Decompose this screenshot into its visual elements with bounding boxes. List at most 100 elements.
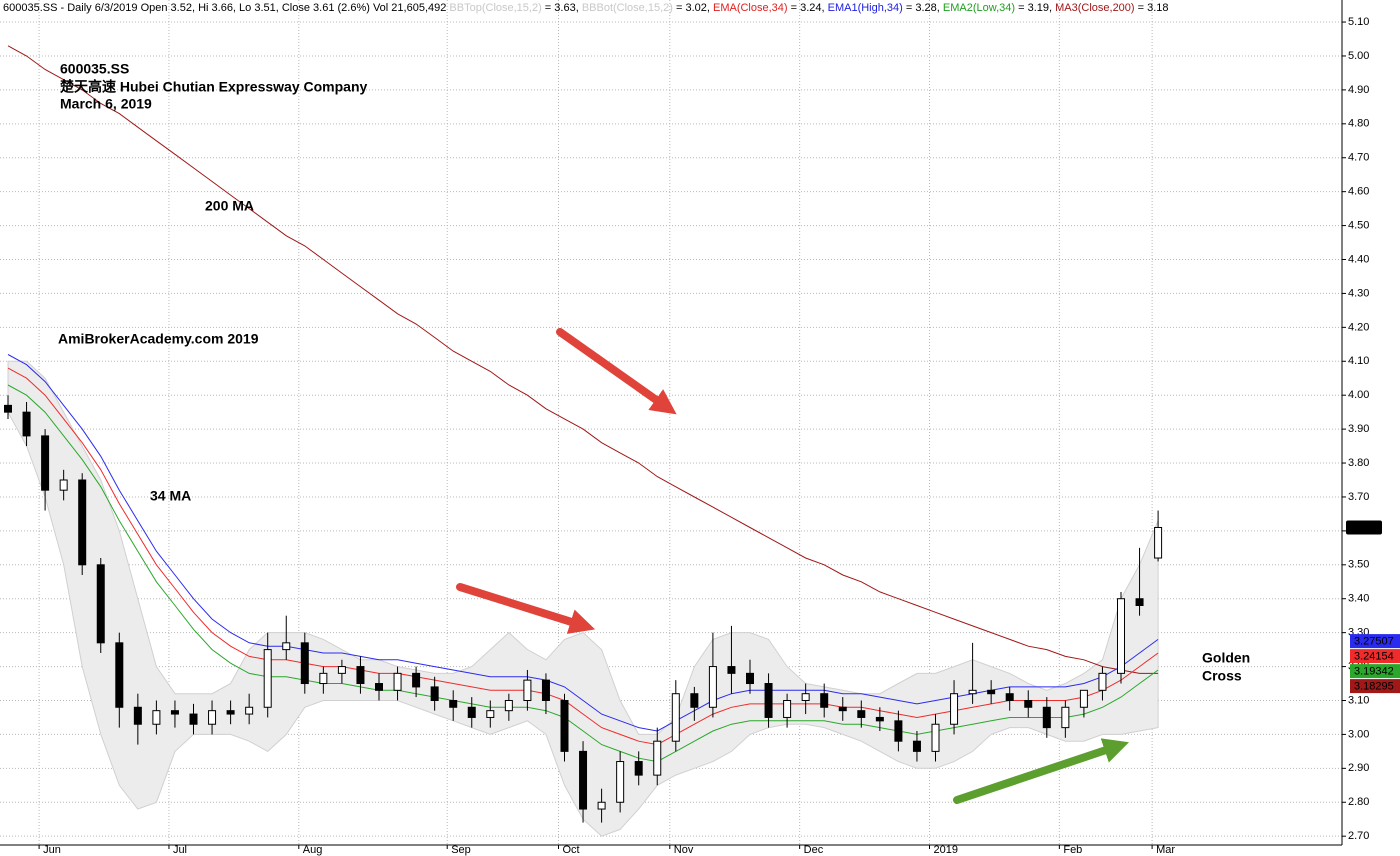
y-tick-label: 4.80 [1348,118,1369,130]
value-tag [1350,679,1400,694]
x-tick-label: Mar [1156,844,1175,856]
candle-body [653,740,662,776]
candle-body [987,689,996,695]
candle-body [1042,706,1051,729]
value-tag-label: 3.24154 [1354,651,1394,663]
candle-body [541,679,550,701]
header-part: = 3.02, [673,2,713,14]
candle-body [1079,689,1088,708]
y-tick-label: 4.70 [1348,152,1369,164]
candle-body [170,710,179,715]
annotation: Golden [1202,650,1250,666]
y-tick-label: 3.40 [1348,593,1369,605]
candle-body [96,564,105,644]
candle-body [764,683,773,718]
candle-body [152,710,161,725]
value-tag-label: 3.18295 [1354,681,1394,693]
header-part: = 3.63, [542,2,582,14]
value-tag [1350,634,1400,649]
candle-layer [4,395,1163,823]
arrow [953,738,1129,804]
candle-body [912,740,921,752]
annotations: 600035.SS 楚天高速 Hubei Chutian Expressway C… [58,61,1250,684]
candle-body [504,699,513,712]
y-tick-label: 2.70 [1348,830,1369,842]
candle-body [59,479,68,491]
candle-body [189,713,198,725]
candle-body [857,710,866,718]
annotation: 600035.SS [60,61,129,77]
candle-body [616,761,625,803]
arrows [456,328,1129,804]
candle-body [449,699,458,708]
candle-body [22,411,31,437]
y-tick-label: 4.00 [1348,389,1369,401]
candle-body [838,706,847,712]
candle-body [950,693,959,725]
y-tick-label: 5.00 [1348,50,1369,62]
header-part: = 3.24, [788,2,828,14]
candle-body [78,479,87,566]
arrow [556,328,677,415]
header-part: 600035.SS - Daily 6/3/2019 Open 3.52, Hi… [3,2,449,14]
indicator-line [7,45,1159,674]
y-tick-label: 2.90 [1348,762,1369,774]
candle-body [412,672,421,688]
candle-body [727,666,736,674]
candle-body [801,693,810,701]
y-tick-label: 3.70 [1348,491,1369,503]
y-tick-label: 3.90 [1348,423,1369,435]
header-part: = 3.19, [1015,2,1055,14]
candle-body [1098,672,1107,691]
y-tick-label: 3.10 [1348,694,1369,706]
y-tick-label: 4.10 [1348,355,1369,367]
value-tag-label: 3.27507 [1354,636,1394,648]
annotation: 200 MA [205,198,254,214]
x-tick-label: Aug [303,844,323,856]
candle-body [375,683,383,691]
indicator-line [7,354,1159,732]
candle-body [393,672,402,691]
value-tag [1350,664,1400,679]
x-tick-label: Sep [451,844,471,856]
arrow [456,583,596,634]
candle-body [894,720,903,742]
header-part: BBTop(Close,15,2) [449,2,541,14]
y-tick-label: 5.10 [1348,16,1369,28]
candle-body [931,723,940,752]
header-part: EMA1(High,34) [828,2,903,14]
annotation: March 6, 2019 [60,96,152,112]
candle-body [319,672,328,685]
x-tick-label: Dec [804,844,824,856]
candle-body [356,666,365,685]
y-tick-label: 4.60 [1348,186,1369,198]
candle-body [1154,526,1163,559]
line-layer [7,45,1159,763]
x-tick-label: Oct [563,844,580,856]
candle-body [1135,598,1144,607]
x-tick-label: 2019 [934,844,958,856]
header-part: MA3(Close,200) [1055,2,1134,14]
x-tick-label: Nov [674,844,694,856]
candle-body [875,716,884,722]
value-tag [1346,520,1382,535]
value-tag [1350,649,1400,664]
header: 600035.SS - Daily 6/3/2019 Open 3.52, Hi… [3,2,1169,14]
candle-body [820,693,829,708]
y-tick-label: 3.80 [1348,457,1369,469]
candle-body [1005,693,1014,701]
candle-body [467,706,476,718]
candle-body [41,435,50,491]
header-part: = 3.18 [1135,2,1169,14]
candle-body [300,642,309,685]
y-tick-label: 3.50 [1348,559,1369,571]
indicator-line [7,384,1159,763]
candle-body [746,672,754,685]
candle-body [486,710,495,718]
x-tick-label: Jun [43,844,61,856]
x-tick-label: Feb [1063,844,1082,856]
x-tick-label: Jul [173,844,187,856]
candle-body [597,801,606,810]
candle-body [708,666,717,708]
y-tick-label: 4.40 [1348,253,1369,265]
